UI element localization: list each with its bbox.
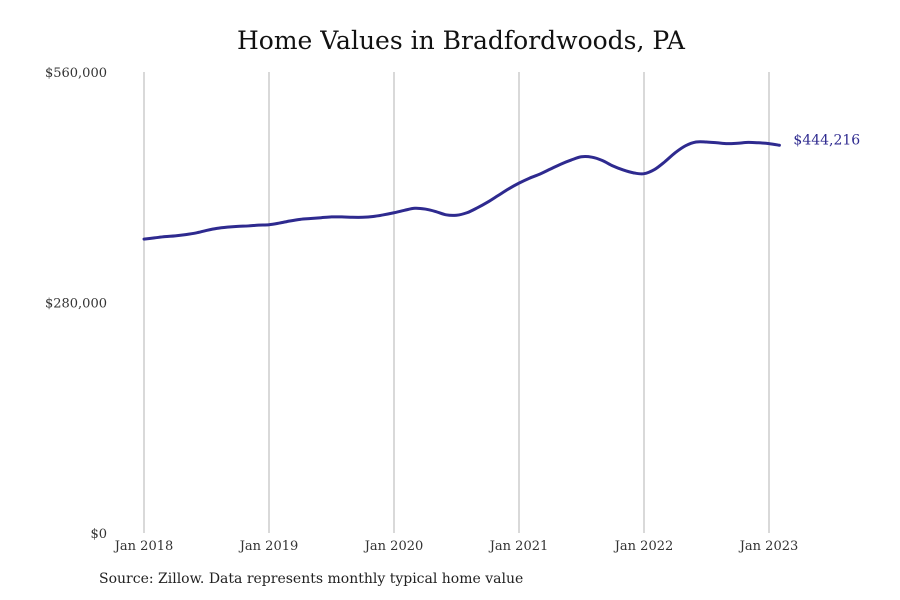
x-tick-label: Jan 2019 [238, 539, 299, 554]
grid-lines [143, 72, 770, 533]
y-tick-label: $0 [90, 527, 107, 542]
x-tick-label: Jan 2023 [738, 539, 799, 554]
x-tick-label: Jan 2020 [363, 539, 424, 554]
source-note: Source: Zillow. Data represents monthly … [99, 571, 524, 587]
chart-title: Home Values in Bradfordwoods, PA [237, 26, 685, 55]
end-label-group: $444,216 [793, 132, 860, 148]
y-axis-ticks: $0 $280,000 $560,000 [45, 66, 107, 542]
series-line [142, 140, 781, 241]
end-value-label: $444,216 [793, 132, 860, 148]
series-group [142, 140, 781, 241]
x-tick-label: Jan 2018 [113, 539, 174, 554]
x-axis-ticks: Jan 2018 Jan 2019 Jan 2020 Jan 2021 Jan 2022… [113, 539, 799, 554]
y-tick-label: $280,000 [45, 297, 107, 312]
y-tick-label: $560,000 [45, 66, 107, 81]
x-tick-label: Jan 2021 [488, 539, 549, 554]
x-tick-label: Jan 2022 [613, 539, 674, 554]
